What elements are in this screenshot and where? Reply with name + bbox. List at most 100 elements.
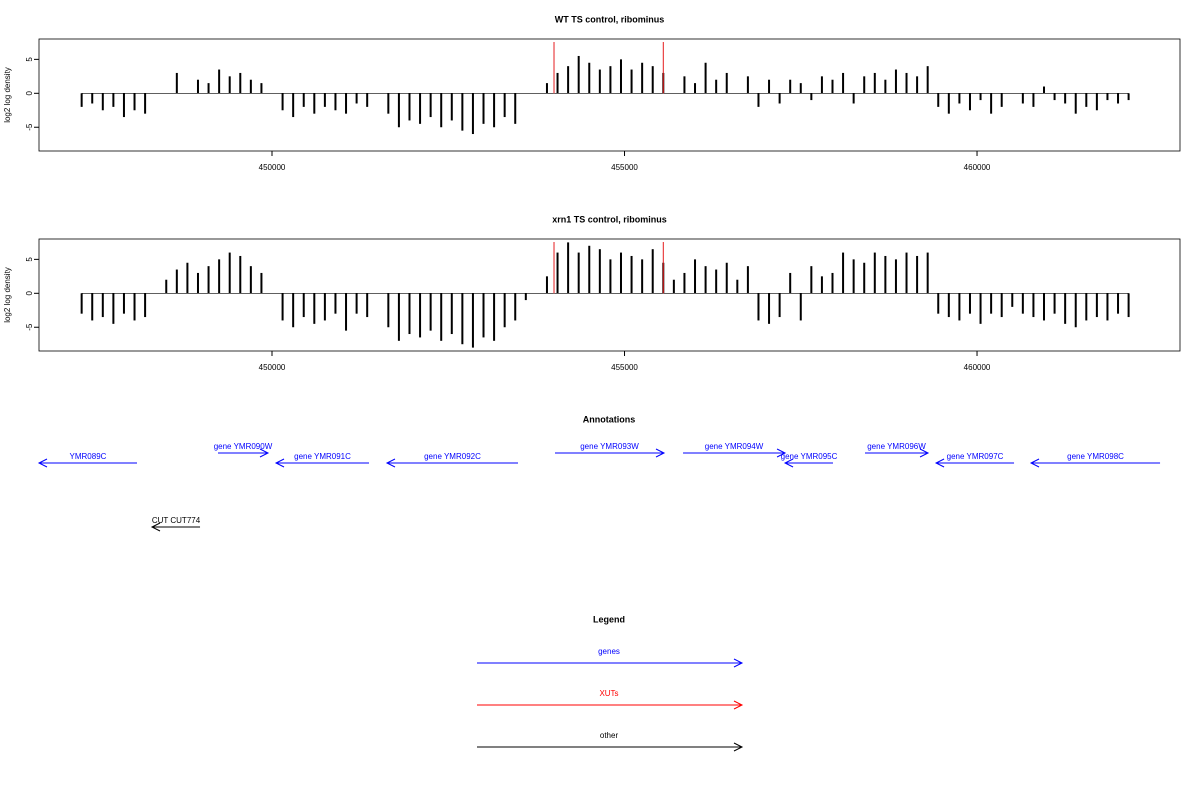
density-bar: [1032, 293, 1035, 318]
density-bar: [715, 269, 718, 294]
density-bar: [990, 293, 993, 314]
density-bar: [482, 293, 485, 338]
density-bar: [884, 255, 887, 294]
density-bar: [366, 293, 369, 318]
density-bar: [968, 93, 971, 111]
density-bar: [482, 93, 485, 124]
feature-label: gene YMR095C: [781, 452, 838, 461]
y-tick-label: 5: [25, 57, 34, 62]
density-bar: [968, 293, 971, 314]
density-bar: [757, 293, 760, 321]
arrowhead: [385, 458, 396, 468]
density-bar: [810, 93, 813, 101]
density-bar: [260, 272, 263, 294]
feature-label: YMR089C: [70, 452, 107, 461]
density-bar: [175, 72, 178, 94]
density-bar: [789, 79, 792, 94]
density-bar: [471, 93, 474, 135]
density-bar: [651, 66, 654, 94]
density-bar: [503, 293, 506, 328]
density-bar: [228, 76, 231, 94]
arrowhead: [919, 448, 930, 458]
density-bar: [503, 93, 506, 118]
density-bar: [133, 293, 136, 321]
arrowhead: [776, 448, 787, 458]
density-bar: [122, 93, 125, 118]
density-bar: [514, 293, 517, 321]
density-bar: [450, 93, 453, 121]
density-bar: [852, 259, 855, 294]
density-bar: [366, 93, 369, 107]
density-bar: [1117, 293, 1120, 314]
density-bar: [461, 93, 464, 131]
density-bar: [1000, 93, 1003, 107]
density-bar: [249, 79, 252, 94]
density-bar: [302, 93, 305, 107]
density-bar: [1011, 293, 1014, 307]
density-bar: [228, 252, 231, 294]
density-bar: [239, 72, 242, 94]
density-bar: [725, 262, 728, 294]
density-bar: [514, 93, 517, 124]
density-bar: [778, 293, 781, 318]
density-bar: [704, 62, 707, 94]
density-bar: [873, 72, 876, 94]
density-bar: [80, 93, 83, 107]
density-bar: [789, 272, 792, 294]
density-bar: [440, 293, 443, 341]
legend-label: other: [600, 731, 619, 740]
density-bar: [619, 252, 622, 294]
density-bar: [715, 79, 718, 94]
arrowhead: [259, 448, 270, 458]
density-bar: [799, 83, 802, 94]
density-bar: [207, 83, 210, 94]
density-bar: [302, 293, 305, 318]
density-bar: [926, 66, 929, 94]
density-bar: [894, 259, 897, 294]
density-bar: [1064, 93, 1067, 104]
density-bar: [397, 293, 400, 341]
density-bar: [725, 72, 728, 94]
x-tick-label: 450000: [259, 363, 286, 372]
density-bar: [281, 293, 284, 321]
density-bar: [863, 76, 866, 94]
density-bar: [218, 69, 221, 94]
y-tick-label: 0: [25, 291, 34, 296]
arrowhead: [783, 458, 794, 468]
density-bar: [218, 259, 221, 294]
density-bar: [746, 266, 749, 294]
density-bar: [292, 293, 295, 328]
density-bar: [1043, 293, 1046, 321]
y-axis-label: log2 log density: [3, 267, 12, 323]
density-bar: [292, 93, 295, 118]
density-bar: [387, 93, 390, 114]
density-bar: [1021, 93, 1024, 104]
density-bar: [746, 76, 749, 94]
density-bar: [80, 293, 83, 314]
density-bar: [630, 69, 633, 94]
density-bar: [101, 93, 104, 111]
density-bar: [165, 279, 168, 294]
density-bar: [1085, 293, 1088, 321]
density-bar: [196, 272, 199, 294]
density-bar: [736, 279, 739, 294]
density-bar: [387, 293, 390, 328]
density-bar: [556, 252, 559, 294]
density-bar: [429, 293, 432, 331]
density-bar: [768, 79, 771, 94]
density-bar: [249, 266, 252, 294]
density-bar: [577, 55, 580, 94]
density-bar: [926, 252, 929, 294]
density-bar: [397, 93, 400, 128]
density-bar: [567, 66, 570, 94]
density-bar: [916, 255, 919, 294]
density-bar: [196, 79, 199, 94]
density-bar: [355, 293, 358, 314]
density-bar: [440, 93, 443, 128]
arrowhead: [150, 522, 161, 532]
arrowhead: [1029, 458, 1040, 468]
density-bar: [408, 93, 411, 121]
density-bar: [820, 76, 823, 94]
arrowhead: [655, 448, 666, 458]
density-bar: [831, 272, 834, 294]
